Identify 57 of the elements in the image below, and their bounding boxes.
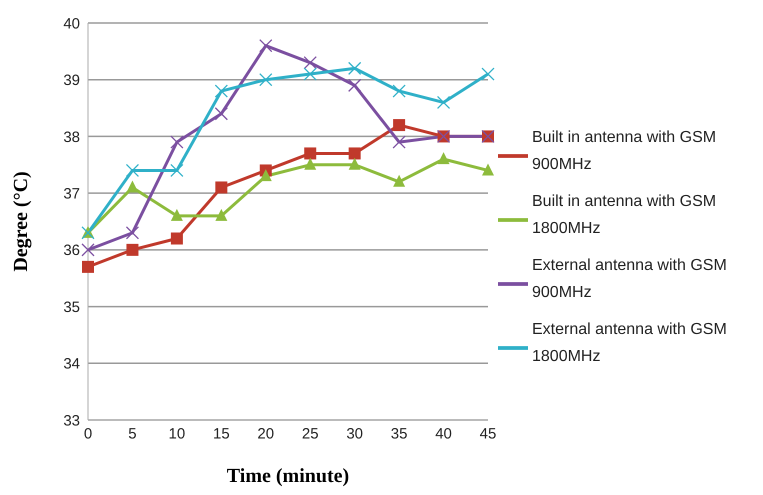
- x-tick-label: 5: [128, 426, 137, 443]
- legend-label: Built in antenna with GSM 900MHz: [532, 128, 718, 174]
- legend-label: External antenna with GSM 900MHz: [532, 256, 728, 302]
- point: [170, 135, 184, 149]
- x-tick-label: 10: [168, 426, 186, 443]
- x-axis-title: Time (minute): [226, 465, 350, 487]
- point: [393, 119, 406, 132]
- point: [393, 174, 406, 187]
- x-tick-label: 40: [435, 426, 452, 443]
- x-tick-label: 45: [480, 426, 496, 443]
- point: [215, 208, 228, 221]
- y-axis-title: Degree (°C): [10, 171, 32, 272]
- point: [214, 84, 228, 98]
- x-tick-label: 25: [302, 426, 319, 443]
- point: [126, 244, 138, 256]
- x-tick-label: 35: [390, 426, 408, 443]
- point: [126, 164, 140, 178]
- y-tick-label: 40: [63, 15, 80, 32]
- point: [304, 67, 317, 81]
- y-tick-label: 35: [63, 298, 80, 316]
- point: [81, 243, 95, 257]
- point: [126, 226, 140, 240]
- point: [170, 208, 183, 221]
- point: [214, 107, 228, 120]
- point: [348, 62, 362, 76]
- point: [259, 73, 272, 86]
- y-tick-label: 36: [63, 242, 80, 260]
- point: [304, 56, 317, 70]
- point: [482, 163, 494, 176]
- point: [215, 181, 228, 194]
- point: [392, 135, 406, 149]
- point: [436, 96, 450, 110]
- point: [82, 260, 94, 273]
- y-tick-label: 39: [63, 72, 80, 90]
- point: [348, 158, 361, 170]
- point: [348, 147, 361, 160]
- point: [126, 180, 138, 192]
- legend-label: Built in antenna with GSM 1800MHz: [532, 192, 718, 238]
- point: [348, 78, 362, 92]
- point: [170, 164, 184, 178]
- y-tick-label: 38: [63, 128, 80, 146]
- point: [170, 232, 183, 245]
- point: [260, 169, 272, 182]
- x-tick-label: 30: [346, 426, 364, 443]
- point: [481, 67, 495, 81]
- point: [438, 152, 450, 164]
- legend-label: External antenna with GSM 1800MHz: [532, 320, 728, 366]
- x-tick-label: 0: [84, 426, 92, 443]
- point: [304, 158, 316, 170]
- y-tick-label: 33: [63, 412, 80, 430]
- point: [392, 84, 406, 98]
- point: [259, 39, 272, 52]
- y-tick-label: 37: [63, 185, 80, 202]
- y-tick-label: 34: [63, 356, 80, 373]
- point: [304, 147, 316, 160]
- x-tick-label: 20: [257, 426, 274, 443]
- x-tick-label: 15: [212, 426, 230, 443]
